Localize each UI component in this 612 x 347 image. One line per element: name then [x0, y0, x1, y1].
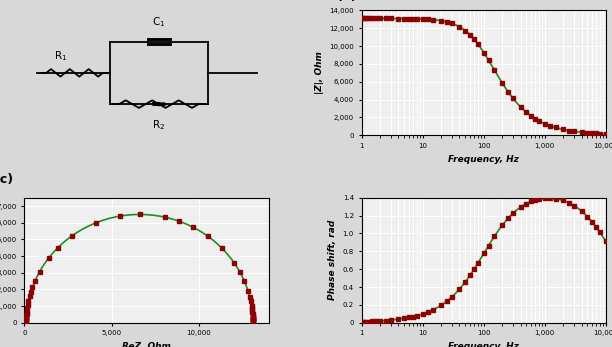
- Text: (c): (c): [0, 173, 14, 186]
- X-axis label: Frequency, Hz: Frequency, Hz: [449, 342, 519, 347]
- Text: R$_2$: R$_2$: [152, 118, 165, 132]
- Text: (b): (b): [337, 0, 358, 3]
- Text: R$_1$: R$_1$: [54, 49, 68, 63]
- Text: C$_1$: C$_1$: [152, 15, 165, 29]
- X-axis label: Frequency, Hz: Frequency, Hz: [449, 154, 519, 163]
- Y-axis label: |Z|, Ohm: |Z|, Ohm: [315, 51, 324, 94]
- X-axis label: ReZ, Ohm: ReZ, Ohm: [122, 342, 171, 347]
- Y-axis label: Phase shift, rad: Phase shift, rad: [328, 220, 337, 301]
